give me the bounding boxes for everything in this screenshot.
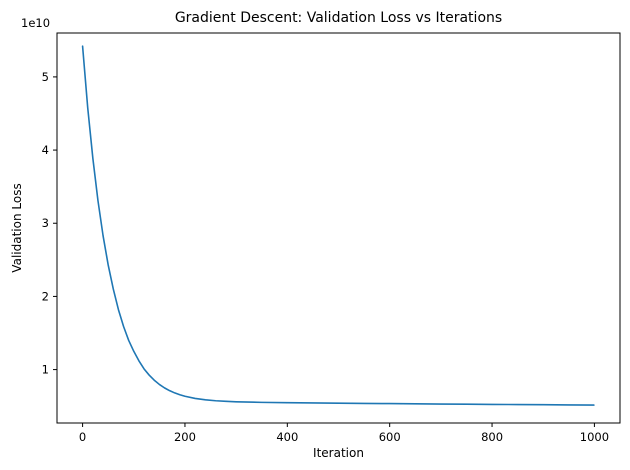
x-tick-label: 600 <box>379 430 401 444</box>
x-axis-label: Iteration <box>313 446 364 460</box>
x-tick-label: 800 <box>481 430 503 444</box>
plot-area <box>56 32 621 424</box>
y-tick-label: 5 <box>42 70 49 84</box>
x-tick-label: 0 <box>79 430 86 444</box>
y-tick-label: 4 <box>42 143 49 157</box>
y-tick-label: 2 <box>42 289 49 303</box>
x-axis: 0 200 400 600 800 1000 <box>79 423 609 444</box>
y-tick-label: 1 <box>42 363 49 377</box>
x-tick-label: 1000 <box>580 430 609 444</box>
x-tick-label: 400 <box>276 430 298 444</box>
y-axis: 1 2 3 4 5 <box>42 70 57 377</box>
x-tick-label: 200 <box>174 430 196 444</box>
y-offset-label: 1e10 <box>21 16 50 30</box>
y-axis-label: Validation Loss <box>10 183 24 272</box>
series-line <box>81 45 595 406</box>
plot-frame <box>56 32 621 424</box>
y-tick-label: 3 <box>42 216 49 230</box>
chart-title: Gradient Descent: Validation Loss vs Ite… <box>175 10 502 26</box>
